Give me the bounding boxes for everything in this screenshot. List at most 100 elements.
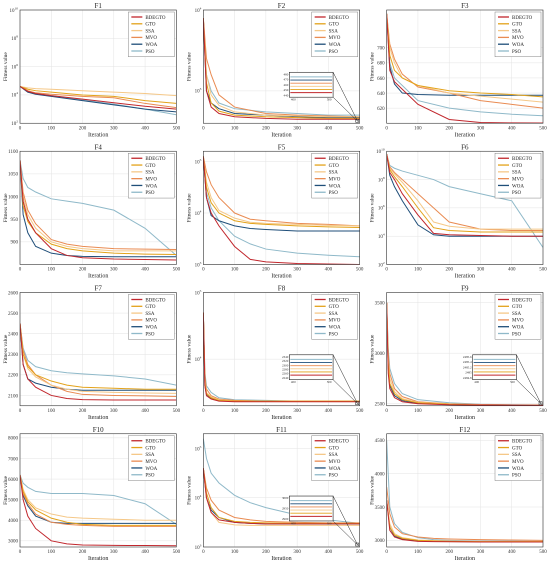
chart-title: F7 [94,285,102,293]
series-line-gto [20,323,177,390]
x-tick-label: 100 [231,409,239,414]
y-tick-label: 1000 [8,195,19,200]
x-tick-label: 100 [414,268,422,273]
plot-frame [203,9,360,124]
inset-y-tick-label: 2950 [282,507,289,511]
legend-label-gto: GTO [145,446,156,451]
chart-f5: F5 0 100 200 300 400 500 103 104 105 Iteration Fitn… [186,143,364,279]
series-line-mvo [386,153,543,232]
series-line-mvo [386,13,543,109]
series-line-pso [386,13,543,117]
legend-label-gto: GTO [512,23,523,28]
y-tick-label: 105 [195,445,202,453]
y-tick-label: 680 [377,62,385,67]
plot-frame [386,9,544,124]
x-tick-label: 300 [477,126,485,131]
y-tick-label: 106 [378,204,385,212]
series-line-mvo [203,156,360,227]
x-tick-label: 0 [19,268,22,273]
inset-y-tick-label: 3000 [282,496,289,500]
x-tick-label: 200 [79,550,87,555]
legend-label-gto: GTO [512,164,523,169]
chart-f6: F6 0 100 200 300 400 500 102 104 106 108 1010 Iterat… [370,143,548,279]
y-tick-label: 104 [378,232,385,240]
y-tick-label: 108 [11,35,18,43]
series-line-mvo [20,86,177,109]
x-tick-label: 300 [477,268,485,273]
plot-frame [203,433,360,548]
legend-label-mvo: MVO [512,460,524,465]
x-tick-label: 500 [356,409,364,414]
legend-label-bdegto: BDEGTO [145,157,166,162]
x-tick-label: 100 [231,126,239,131]
legend-label-ssa: SSA [512,171,522,176]
x-tick-label: 0 [202,550,205,555]
x-tick-label: 400 [508,126,516,131]
y-tick-label: 103 [195,543,202,551]
series-line-gto [203,156,360,228]
inset-x-tick-label: 400 [291,521,296,525]
legend-label-bdegto: BDEGTO [329,298,350,303]
x-tick-label: 500 [356,550,364,555]
plot-frame [203,150,360,265]
x-tick-label: 400 [325,409,333,414]
x-tick-label: 0 [385,126,388,131]
legend-label-pso: PSO [329,474,339,479]
plot-frame [386,150,544,265]
x-tick-label: 400 [508,409,516,414]
y-tick-label: 1100 [8,150,18,155]
chart-f11: F11 0 100 200 300 400 500 103 104 105 Iteration Fit… [186,426,364,562]
x-tick-label: 300 [293,550,301,555]
x-tick-label: 400 [141,409,149,414]
chart-title: F8 [278,285,286,293]
series-line-gto [20,160,177,256]
x-tick-label: 100 [414,126,422,131]
x-tick-label: 100 [48,268,56,273]
legend-label-ssa: SSA [512,312,522,317]
x-axis-label: Iteration [455,415,475,421]
legend-label-ssa: SSA [145,312,155,317]
legend-label-mvo: MVO [512,319,524,324]
x-tick-label: 500 [539,409,547,414]
y-tick-label: 105 [195,158,202,166]
y-tick-label: 6000 [8,478,19,483]
x-axis-label: Iteration [88,132,108,138]
series-line-mvo [20,474,177,527]
inset-y-tick-label: 440 [284,93,289,97]
x-tick-label: 400 [325,268,333,273]
x-tick-label: 0 [19,126,22,131]
legend-label-mvo: MVO [512,177,524,182]
legend-label-bdegto: BDEGTO [145,298,166,303]
series-line-bdegto [386,13,543,124]
chart-f1: F1 0 100 200 300 400 500 102 104 106 108 1010 Iterat… [3,2,181,138]
series-line-woa [386,13,543,96]
inset-connector [332,495,358,546]
inset-y-tick-label: 460 [284,83,289,87]
inset-y-tick-label: 2300 [282,363,289,367]
y-tick-label: 2500 [8,312,19,317]
x-tick-label: 300 [110,409,118,414]
x-tick-label: 400 [325,550,333,555]
x-tick-label: 100 [48,126,56,131]
x-tick-label: 400 [325,126,333,131]
y-axis-label: Fitness value [3,475,9,504]
x-tick-label: 200 [262,550,270,555]
series-line-bdegto [20,323,177,401]
legend-label-ssa: SSA [329,312,339,317]
legend-label-pso: PSO [512,474,522,479]
inset-connector [516,379,542,404]
x-axis-label: Iteration [455,274,475,280]
legend-label-woa: WOA [329,184,341,189]
legend-label-mvo: MVO [145,177,157,182]
inset-x-tick-label: 400 [291,380,296,384]
y-axis-label: Fitness value [186,193,192,222]
legend-label-bdegto: BDEGTO [145,16,166,21]
legend-label-pso: PSO [512,50,522,55]
x-tick-label: 400 [508,268,516,273]
inset-y-tick-label: 2340 [282,355,289,359]
y-tick-label: 950 [11,218,19,223]
legend-label-gto: GTO [512,305,523,310]
legend-label-bdegto: BDEGTO [329,440,350,445]
